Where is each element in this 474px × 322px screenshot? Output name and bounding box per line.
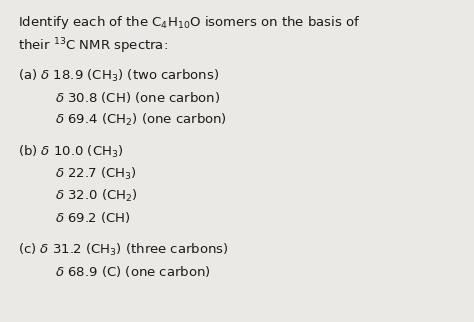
Text: $\delta$ 30.8 (CH) (one carbon): $\delta$ 30.8 (CH) (one carbon): [55, 90, 220, 105]
Text: $\delta$ 22.7 (CH$_3$): $\delta$ 22.7 (CH$_3$): [55, 166, 137, 182]
Text: $\delta$ 69.4 (CH$_2$) (one carbon): $\delta$ 69.4 (CH$_2$) (one carbon): [55, 112, 227, 128]
Text: $\delta$ 69.2 (CH): $\delta$ 69.2 (CH): [55, 210, 131, 225]
Text: (b) $\delta$ 10.0 (CH$_3$): (b) $\delta$ 10.0 (CH$_3$): [18, 144, 124, 160]
Text: $\delta$ 68.9 (C) (one carbon): $\delta$ 68.9 (C) (one carbon): [55, 264, 210, 279]
Text: $\delta$ 32.0 (CH$_2$): $\delta$ 32.0 (CH$_2$): [55, 188, 138, 204]
Text: (c) $\delta$ 31.2 (CH$_3$) (three carbons): (c) $\delta$ 31.2 (CH$_3$) (three carbon…: [18, 242, 228, 258]
Text: Identify each of the $\mathregular{C_4H_{10}O}$ isomers on the basis of: Identify each of the $\mathregular{C_4H_…: [18, 14, 360, 31]
Text: (a) $\delta$ 18.9 (CH$_3$) (two carbons): (a) $\delta$ 18.9 (CH$_3$) (two carbons): [18, 68, 219, 84]
Text: their $\mathregular{^{13}}$C NMR spectra:: their $\mathregular{^{13}}$C NMR spectra…: [18, 36, 168, 56]
